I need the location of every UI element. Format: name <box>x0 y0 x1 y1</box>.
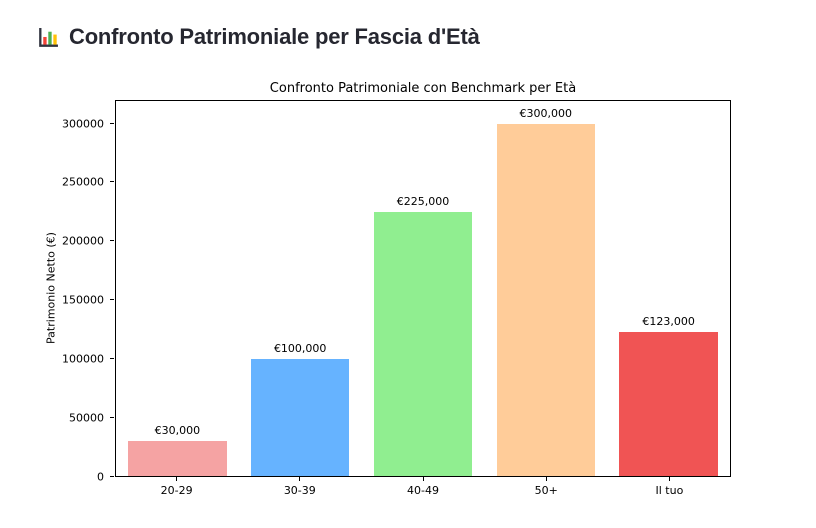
x-tick-label: 20-29 <box>160 484 193 497</box>
y-tick-mark <box>110 122 114 124</box>
y-tick-label: 100000 <box>62 352 104 366</box>
bar-value-label: €30,000 <box>154 423 201 437</box>
x-axis: 20-29 30-39 40-49 50+ Il tuo <box>115 477 731 507</box>
y-tick-label: 200000 <box>62 234 104 248</box>
plot-area: €30,000 €100,000 €225,000 €300,000 €123,000 <box>115 100 731 477</box>
bar-30-39 <box>251 358 350 476</box>
chart-title: Confronto Patrimoniale con Benchmark per… <box>269 81 577 96</box>
y-tick-label: 250000 <box>62 175 104 189</box>
bar-value-label: €225,000 <box>396 195 450 209</box>
y-tick-mark <box>110 476 114 477</box>
y-tick-mark <box>110 417 114 419</box>
bar-50+ <box>496 124 595 476</box>
bar-Il tuo <box>619 331 718 476</box>
x-tick-mark <box>422 477 424 481</box>
y-tick-label: 0 <box>97 470 104 484</box>
x-tick-mark <box>176 477 178 481</box>
y-tick-label: 300000 <box>62 117 104 131</box>
bar-chart-icon <box>38 27 59 48</box>
x-tick-mark <box>545 477 547 481</box>
y-tick-mark <box>110 240 114 242</box>
bar-40-49 <box>373 212 473 476</box>
page-header: Confronto Patrimoniale per Fascia d'Età <box>38 24 480 50</box>
chart-figure: Confronto Patrimoniale con Benchmark per… <box>0 70 816 520</box>
bar-value-label: €123,000 <box>642 314 695 328</box>
y-tick-mark <box>110 299 114 301</box>
bar-value-label: €300,000 <box>519 107 573 121</box>
page-title: Confronto Patrimoniale per Fascia d'Età <box>69 24 480 49</box>
x-tick-mark <box>668 477 670 481</box>
y-tick-label: 50000 <box>69 411 104 425</box>
x-tick-label: 40-49 <box>407 484 439 497</box>
x-tick-label: 30-39 <box>283 484 316 497</box>
bar-20-29 <box>128 440 227 476</box>
x-tick-label: 50+ <box>534 484 558 497</box>
y-tick-mark <box>110 358 114 360</box>
y-tick-mark <box>110 181 114 183</box>
y-axis: 0 50000 100000 150000 200000 250000 300000 <box>0 100 115 484</box>
x-tick-label: Il tuo <box>655 484 684 497</box>
x-tick-mark <box>299 477 301 481</box>
y-tick-label: 150000 <box>62 293 104 307</box>
bar-value-label: €100,000 <box>273 341 327 355</box>
